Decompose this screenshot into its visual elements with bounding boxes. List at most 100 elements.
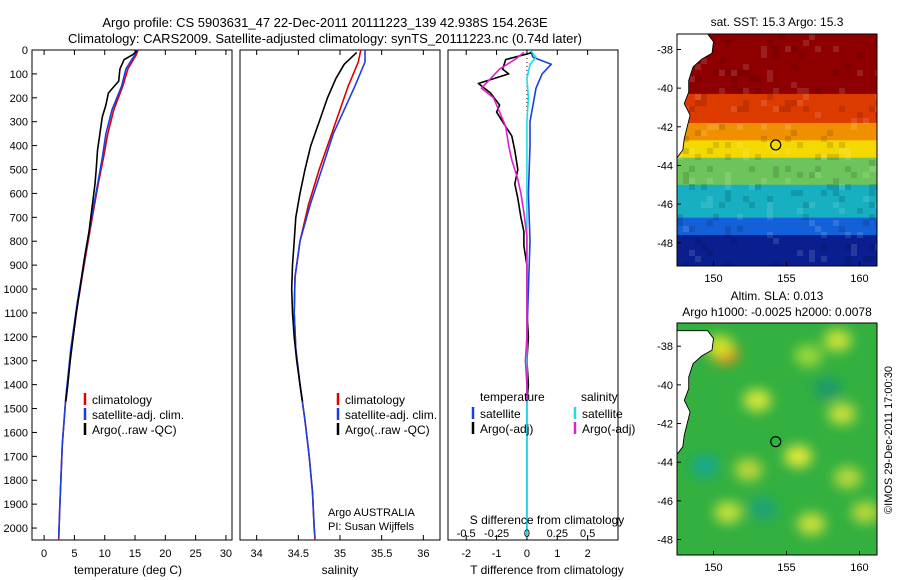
header-line-1: Argo profile: CS 5903631_47 22-Dec-2011 … — [102, 15, 548, 30]
series-line-satellite — [57, 50, 138, 538]
sst-texture-cell — [857, 52, 863, 58]
salinity-xlabel: salinity — [322, 563, 359, 577]
depth-tick-label: 400 — [10, 141, 28, 153]
sst-texture-cell — [761, 124, 767, 130]
salinity-annotation-line-1: Argo AUSTRALIA — [328, 507, 415, 519]
x-tick-label: -1 — [492, 548, 502, 560]
depth-tick-label: 0 — [22, 45, 28, 57]
sst-texture-cell — [857, 112, 863, 118]
sst-texture-cell — [791, 82, 797, 88]
sst-texture-cell — [767, 208, 773, 214]
sst-texture-cell — [875, 220, 877, 226]
depth-tick-label: 700 — [10, 212, 28, 224]
sst-texture-cell — [689, 76, 695, 82]
x-tick-label: 36 — [417, 548, 429, 560]
depth-tick-label: 1800 — [4, 475, 28, 487]
sla-blob — [784, 445, 813, 468]
sst-texture-cell — [821, 136, 827, 142]
sst-texture-cell — [791, 130, 797, 136]
sla-blob — [714, 501, 743, 524]
sst-texture-cell — [869, 106, 875, 112]
sst-texture-cell — [863, 196, 869, 202]
sst-texture-cell — [785, 178, 791, 184]
sst-texture-cell — [725, 196, 731, 202]
sst-texture-cell — [779, 106, 785, 112]
sst-texture-cell — [809, 220, 815, 226]
sla-blob — [851, 501, 877, 524]
sst-texture-cell — [827, 184, 833, 190]
sst-texture-cell — [767, 142, 773, 148]
depth-tick-label: 1400 — [4, 380, 28, 392]
difference-top-xlabel: S difference from climatology — [470, 513, 625, 527]
x-tick-label: 20 — [159, 548, 171, 560]
sst-texture-cell — [767, 70, 773, 76]
temperature-lines — [57, 50, 139, 540]
sst-texture-cell — [761, 52, 767, 58]
sst-texture-cell — [845, 256, 851, 262]
x-tick-label: 15 — [129, 548, 141, 560]
x-tick-label: 1 — [554, 548, 560, 560]
sst-texture-cell — [845, 262, 851, 266]
sst-texture-cell — [767, 214, 773, 220]
map-y-tick-label: -46 — [657, 496, 673, 508]
sst-texture-cell — [803, 88, 809, 94]
sla-blob — [690, 455, 719, 478]
sst-texture-cell — [845, 148, 851, 154]
sst-texture-cell — [755, 184, 761, 190]
sst-texture-cell — [731, 106, 737, 112]
sst-texture-cell — [731, 238, 737, 244]
map-y-tick-label: -44 — [657, 457, 673, 469]
sst-texture-cell — [803, 40, 809, 46]
depth-tick-label: 500 — [10, 165, 28, 177]
map-x-tick-label: 150 — [704, 562, 722, 574]
sst-texture-cell — [689, 184, 695, 190]
sst-texture-cell — [839, 208, 845, 214]
sst-texture-cell — [695, 76, 701, 82]
sst-texture-cell — [875, 112, 877, 118]
sst-texture-cell — [809, 256, 815, 262]
sst-texture-cell — [773, 172, 779, 178]
sst-texture-cell — [737, 88, 743, 94]
map-y-tick-label: -38 — [657, 341, 673, 353]
sla-map-subtitle: Argo h1000: -0.0025 h2000: 0.0078 — [682, 305, 872, 319]
sst-texture-cell — [875, 244, 877, 250]
sst-texture-cell — [839, 88, 845, 94]
sla-argo-location-marker — [770, 436, 782, 448]
sst-texture-cell — [683, 136, 689, 142]
sst-texture-cell — [689, 166, 695, 172]
map-y-tick-label: -42 — [657, 122, 673, 134]
map-x-tick-label: 155 — [777, 273, 795, 285]
x-tick-label: 10 — [99, 548, 111, 560]
sst-texture-cell — [827, 130, 833, 136]
top-tick-label: 0 — [524, 528, 530, 540]
depth-tick-label: 1100 — [4, 308, 28, 320]
sst-zone — [677, 122, 877, 141]
difference-axes-frame — [447, 49, 619, 541]
sst-texture-cell — [827, 154, 833, 160]
sst-texture-cell — [725, 142, 731, 148]
sst-texture-cell — [791, 190, 797, 196]
sst-texture-cell — [695, 256, 701, 262]
sst-texture-cell — [803, 202, 809, 208]
sst-zone — [677, 93, 877, 124]
sst-texture-cell — [725, 154, 731, 160]
sst-texture-cell — [803, 94, 809, 100]
sst-texture-cell — [677, 220, 683, 226]
difference-panel: -2 -1 0 1 2 T difference from climatology S … — [447, 49, 635, 577]
sst-texture-cell — [779, 34, 785, 40]
map-y-tick-label: -48 — [657, 238, 673, 250]
difference-xlabel: T difference from climatology — [470, 563, 624, 577]
sst-texture-cell — [677, 154, 683, 160]
sst-map-axes: 150 155 160 -38 -40 -42 -44 -46 -48 — [657, 44, 869, 285]
sst-texture-cell — [707, 166, 713, 172]
legend-label: satellite — [582, 407, 623, 421]
sst-texture-cell — [767, 196, 773, 202]
sst-texture-cell — [761, 100, 767, 106]
sst-map-title: sat. SST: 15.3 Argo: 15.3 — [711, 15, 844, 29]
sla-base — [677, 323, 877, 555]
sst-texture-cell — [785, 124, 791, 130]
sst-texture-cell — [875, 184, 877, 190]
sst-texture-cell — [773, 148, 779, 154]
sst-texture-cell — [725, 262, 731, 266]
